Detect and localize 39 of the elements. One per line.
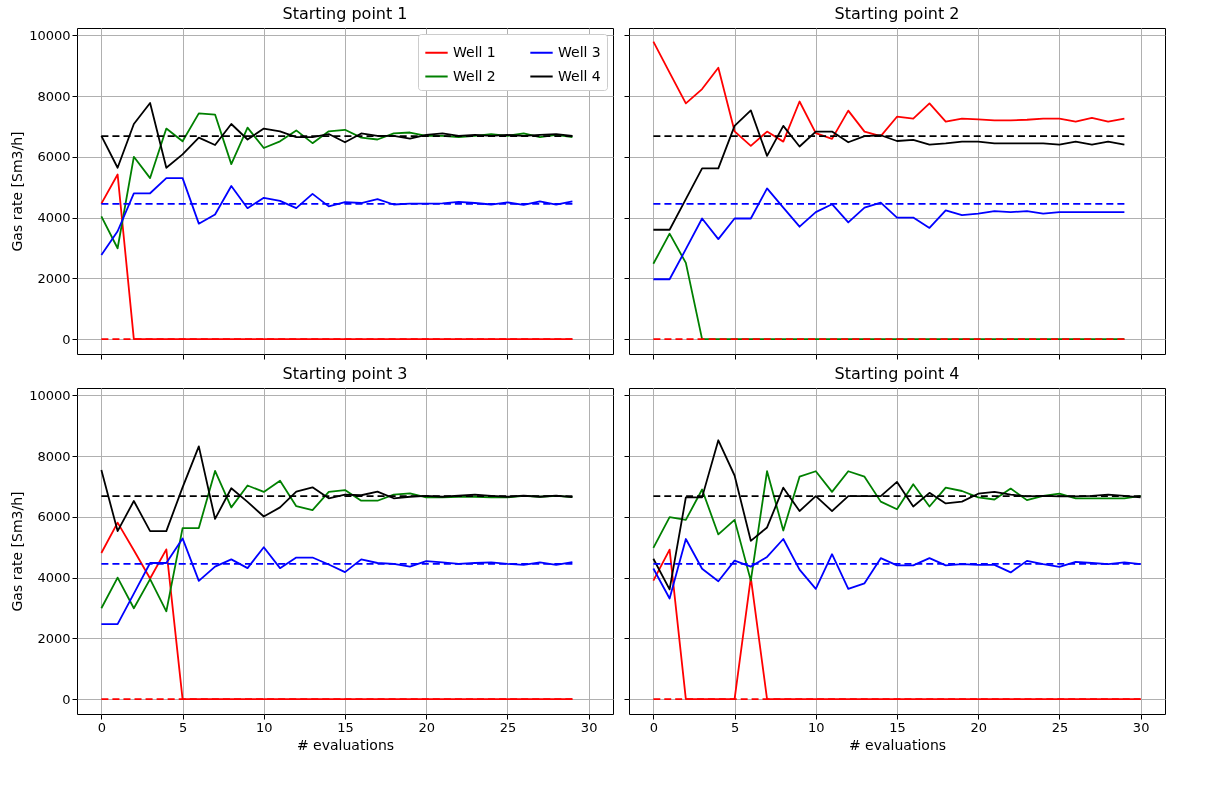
y-tick-label: 6000 — [37, 149, 71, 165]
x-tick-label: 15 — [337, 719, 354, 735]
y-tick-label: 10000 — [29, 27, 71, 43]
chart-title: Starting point 1 — [282, 4, 408, 23]
x-tick-label: 20 — [418, 719, 435, 735]
y-tick-label: 10000 — [29, 387, 71, 403]
x-tick-label: 25 — [499, 719, 517, 735]
legend-label: Well 2 — [453, 67, 496, 84]
y-tick-label: 2000 — [37, 630, 71, 646]
y-tick-label: 8000 — [37, 88, 71, 104]
x-tick-label: 15 — [889, 719, 906, 735]
chart-title: Starting point 2 — [834, 4, 960, 23]
x-tick-label: 10 — [808, 719, 825, 735]
x-tick-label: 5 — [178, 719, 188, 735]
x-tick-label: 25 — [1051, 719, 1069, 735]
y-tick-label: 4000 — [37, 210, 71, 226]
legend-label: Well 1 — [453, 43, 496, 60]
chart-title: Starting point 4 — [834, 364, 960, 383]
x-tick-label: 10 — [256, 719, 273, 735]
y-tick-label: 6000 — [37, 509, 71, 525]
x-tick-label: 0 — [97, 719, 106, 735]
x-axis-title: # evaluations — [296, 736, 395, 753]
y-axis-title: Gas rate [Sm3/h] — [9, 491, 26, 612]
y-axis-title: Gas rate [Sm3/h] — [9, 131, 26, 252]
x-tick-label: 0 — [649, 719, 658, 735]
x-axis-title: # evaluations — [848, 736, 947, 753]
legend-label: Well 4 — [558, 67, 601, 84]
x-tick-label: 5 — [730, 719, 740, 735]
chart-title: Starting point 3 — [282, 364, 408, 383]
y-tick-label: 2000 — [37, 270, 71, 286]
y-tick-label: 0 — [62, 331, 71, 347]
x-tick-label: 20 — [970, 719, 987, 735]
line-series — [100, 112, 574, 250]
x-tick-label: 30 — [580, 719, 598, 735]
legend-label: Well 3 — [558, 43, 601, 60]
x-tick-label: 30 — [1132, 719, 1150, 735]
y-tick-label: 0 — [62, 691, 71, 707]
y-tick-label: 4000 — [37, 570, 71, 586]
y-tick-label: 8000 — [37, 448, 71, 464]
